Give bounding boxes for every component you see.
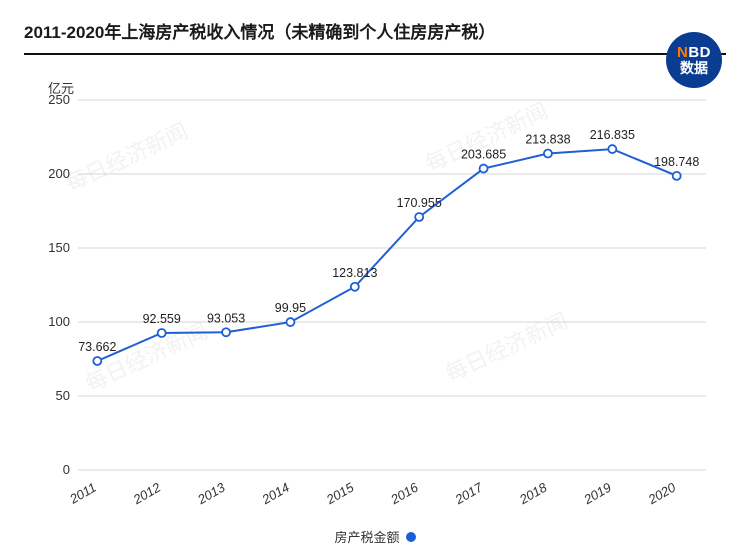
svg-text:2019: 2019 — [580, 480, 613, 508]
svg-text:2018: 2018 — [516, 479, 550, 507]
badge-logo: NBD — [677, 45, 711, 60]
svg-text:2014: 2014 — [259, 480, 292, 508]
svg-text:50: 50 — [56, 388, 70, 403]
svg-text:2016: 2016 — [387, 479, 421, 507]
badge-cn: 数据 — [680, 61, 708, 75]
svg-text:213.838: 213.838 — [525, 133, 570, 147]
svg-text:99.95: 99.95 — [275, 301, 306, 315]
svg-text:2013: 2013 — [194, 479, 228, 507]
badge-letter-d: D — [700, 44, 711, 61]
plot-area: 0501001502002502011201220132014201520162… — [78, 100, 706, 470]
svg-text:150: 150 — [48, 240, 70, 255]
legend: 房产税金额 — [0, 527, 750, 546]
svg-text:170.955: 170.955 — [397, 196, 442, 210]
svg-text:123.813: 123.813 — [332, 266, 377, 280]
nbd-badge: NBD 数据 — [666, 32, 722, 88]
svg-text:93.053: 93.053 — [207, 311, 245, 325]
legend-label: 房产税金额 — [334, 527, 399, 546]
chart-svg: 0501001502002502011201220132014201520162… — [78, 100, 706, 510]
svg-text:200: 200 — [48, 166, 70, 181]
badge-letter-n: N — [677, 44, 688, 61]
svg-text:92.559: 92.559 — [143, 312, 181, 326]
svg-text:2020: 2020 — [645, 479, 679, 507]
svg-text:198.748: 198.748 — [654, 155, 699, 169]
title-underline — [24, 53, 726, 55]
chart-title: 2011-2020年上海房产税收入情况（未精确到个人住房房产税） — [0, 0, 750, 53]
svg-text:2017: 2017 — [452, 479, 486, 507]
badge-letter-b: B — [688, 44, 699, 61]
svg-text:100: 100 — [48, 314, 70, 329]
svg-text:203.685: 203.685 — [461, 148, 506, 162]
svg-text:2011: 2011 — [66, 480, 99, 507]
svg-text:0: 0 — [63, 462, 70, 477]
svg-text:216.835: 216.835 — [590, 128, 635, 142]
svg-text:2012: 2012 — [130, 479, 164, 507]
svg-text:250: 250 — [48, 92, 70, 107]
svg-text:2015: 2015 — [323, 479, 357, 507]
svg-text:73.662: 73.662 — [78, 340, 116, 354]
legend-marker — [406, 532, 416, 542]
chart-container: 2011-2020年上海房产税收入情况（未精确到个人住房房产税） NBD 数据 … — [0, 0, 750, 558]
